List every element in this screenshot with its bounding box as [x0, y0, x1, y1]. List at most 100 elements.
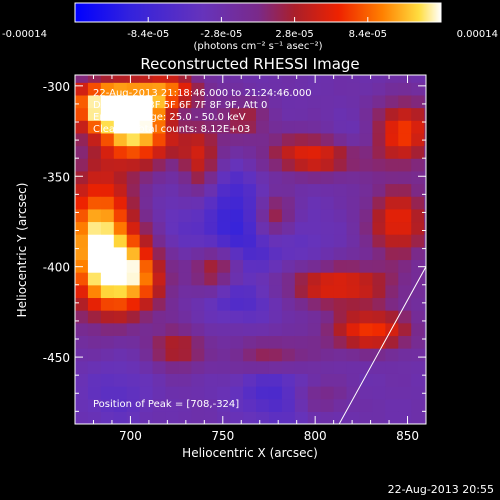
heatmap-cell — [191, 208, 205, 223]
heatmap-cell — [256, 322, 270, 336]
heatmap-cell — [178, 132, 192, 147]
heatmap-cell — [75, 145, 89, 159]
x-tick-label: 700 — [119, 429, 142, 443]
heatmap-cell — [307, 107, 322, 121]
heatmap-cell — [191, 145, 205, 159]
heatmap-cell — [87, 335, 102, 349]
heatmap-cell — [152, 398, 167, 412]
heatmap-cell — [87, 82, 102, 96]
heatmap-cell — [281, 259, 296, 273]
heatmap-cell — [320, 386, 335, 400]
annotation-total-counts: Clean Total counts: 8.12E+03 — [93, 124, 250, 135]
heatmap-cell — [294, 246, 309, 261]
heatmap-cell — [126, 411, 141, 424]
heatmap-cell — [165, 132, 180, 147]
heatmap-cell — [230, 335, 244, 349]
heatmap-cell — [243, 120, 257, 134]
heatmap-cell — [398, 94, 412, 109]
heatmap-cell — [333, 398, 348, 412]
heatmap-cell — [126, 221, 141, 235]
heatmap-cell — [113, 145, 128, 159]
heatmap-cell — [333, 272, 348, 286]
heatmap-cell — [87, 183, 102, 197]
heatmap-cell — [217, 246, 231, 261]
heatmap-cell — [333, 348, 348, 362]
heatmap-cell — [139, 221, 154, 235]
heatmap-cell — [204, 145, 218, 159]
heatmap-cell — [87, 246, 102, 261]
heatmap-cell — [87, 322, 102, 336]
heatmap-cell — [75, 322, 89, 336]
heatmap-cell — [359, 145, 374, 159]
heatmap-cell — [294, 158, 309, 172]
heatmap-cell — [100, 221, 115, 235]
heatmap-cell — [191, 373, 205, 387]
heatmap-cell — [307, 82, 322, 96]
heatmap-cell — [217, 348, 231, 362]
heatmap-cell — [372, 132, 386, 147]
heatmap-cell — [191, 107, 205, 121]
heatmap-cell — [139, 360, 154, 374]
heatmap-cell — [398, 82, 412, 96]
heatmap-cell — [217, 94, 231, 109]
heatmap-cell — [359, 411, 374, 424]
heatmap-cell — [424, 246, 426, 261]
heatmap-cell — [75, 234, 89, 248]
heatmap-cell — [411, 94, 425, 109]
heatmap-cell — [113, 322, 128, 336]
colorbar-ticks: -0.00014 -8.4e-05 -2.8e-05 2.8e-05 8.4e-05 0.… — [2, 17, 498, 40]
heatmap-cell — [75, 120, 89, 134]
heatmap-cell — [268, 246, 283, 261]
heatmap-cell — [75, 246, 89, 261]
heatmap-cell — [385, 272, 399, 286]
heatmap-cell — [165, 196, 180, 210]
heatmap-cell — [359, 272, 374, 286]
colorbar-tick-label: -2.8e-05 — [200, 29, 242, 40]
heatmap-cell — [281, 82, 296, 96]
heatmap-cell — [372, 259, 386, 273]
heatmap-cell — [307, 145, 322, 159]
heatmap-cell — [359, 335, 374, 349]
heatmap-cell — [424, 411, 426, 424]
heatmap-cell — [100, 272, 115, 286]
heatmap-cell — [294, 348, 309, 362]
heatmap-cell — [139, 75, 154, 83]
heatmap-cell — [243, 386, 257, 400]
heatmap-cell — [256, 183, 270, 197]
heatmap-cell — [372, 120, 386, 134]
heatmap-cell — [372, 82, 386, 96]
heatmap-cell — [230, 360, 244, 374]
heatmap-cell — [294, 398, 309, 412]
heatmap-cell — [359, 120, 374, 134]
heatmap-cell — [152, 297, 167, 311]
heatmap-cell — [230, 170, 244, 185]
y-tick-label: -300 — [43, 80, 70, 94]
heatmap-cell — [411, 348, 425, 362]
heatmap-cell — [230, 196, 244, 210]
heatmap-cell — [411, 221, 425, 235]
heatmap-cell — [217, 259, 231, 273]
heatmap-cell — [398, 284, 412, 299]
heatmap-cell — [411, 145, 425, 159]
heatmap-cell — [113, 234, 128, 248]
heatmap-cell — [178, 145, 192, 159]
heatmap-cell — [100, 335, 115, 349]
heatmap-cell — [424, 259, 426, 273]
heatmap-cell — [204, 75, 218, 83]
heatmap-cell — [178, 234, 192, 248]
heatmap-cell — [385, 120, 399, 134]
heatmap-cell — [256, 297, 270, 311]
heatmap-cell — [191, 75, 205, 83]
heatmap-cell — [294, 208, 309, 223]
heatmap-cell — [268, 411, 283, 424]
heatmap-cell — [152, 234, 167, 248]
heatmap-cell — [256, 335, 270, 349]
heatmap-cell — [139, 82, 154, 96]
heatmap-cell — [411, 132, 425, 147]
heatmap-cell — [126, 75, 141, 83]
heatmap-cell — [411, 208, 425, 223]
heatmap-cell — [346, 360, 361, 374]
heatmap-cell — [385, 360, 399, 374]
heatmap-cell — [411, 196, 425, 210]
